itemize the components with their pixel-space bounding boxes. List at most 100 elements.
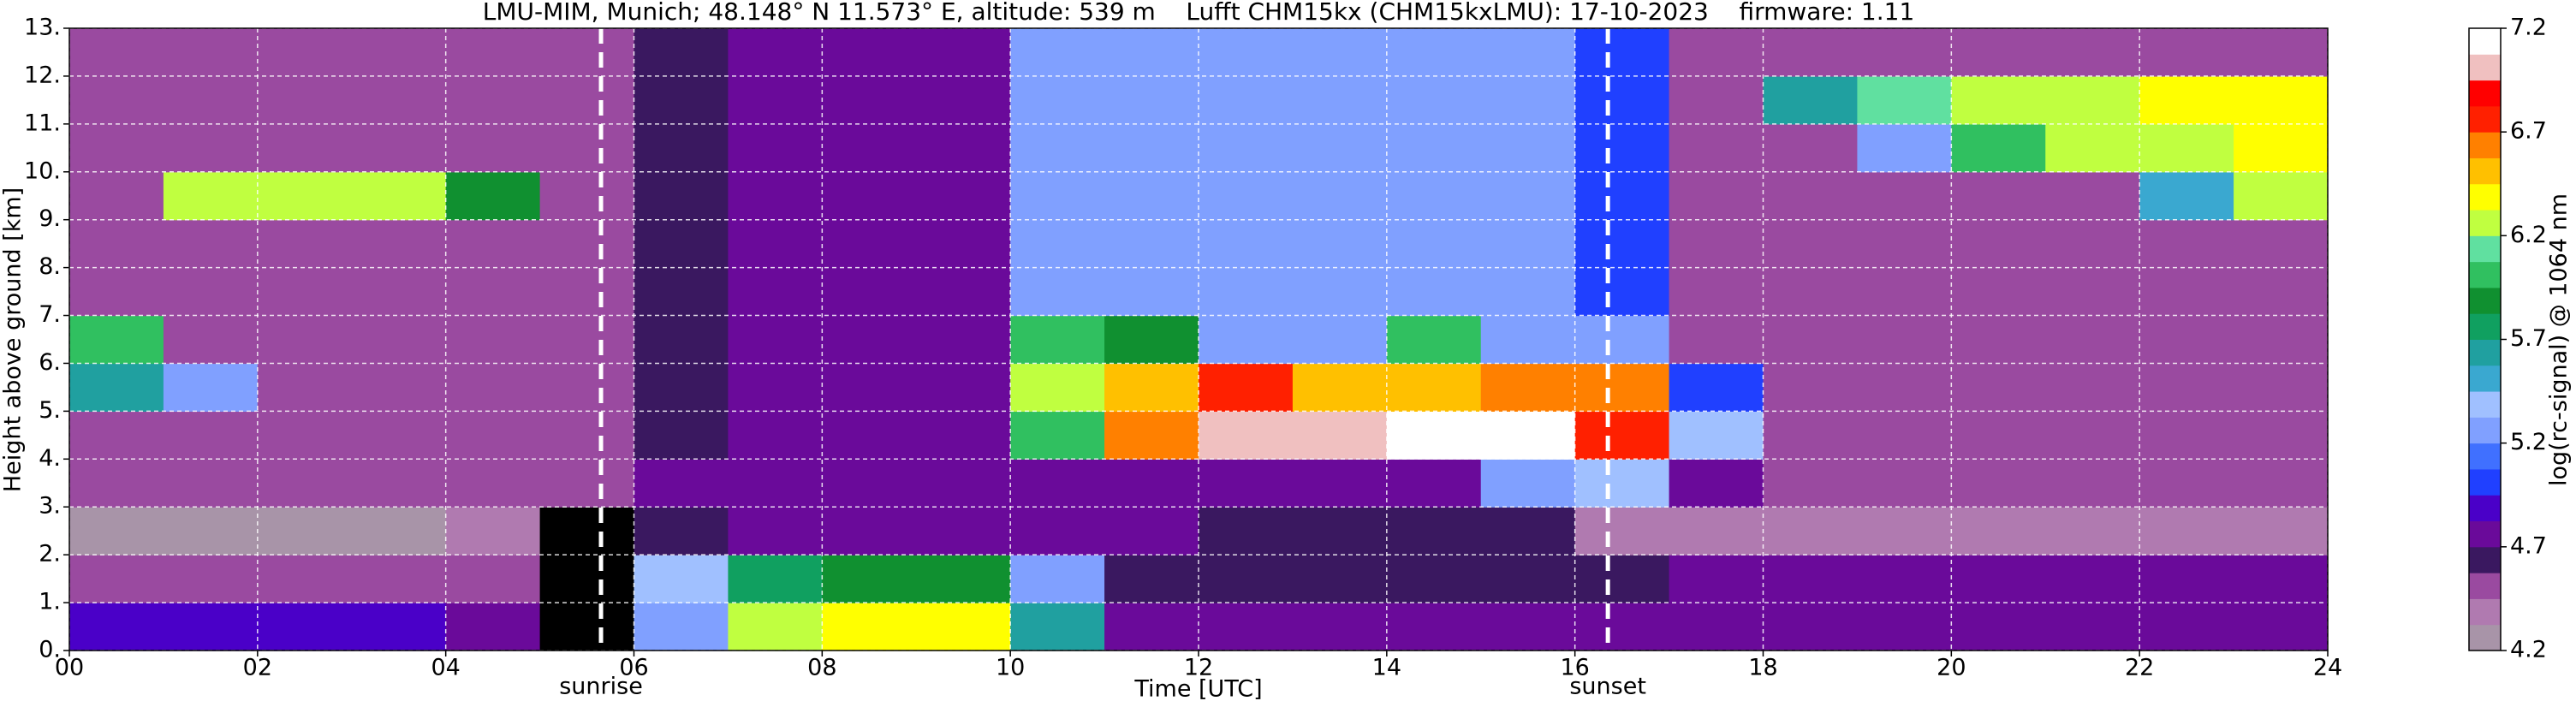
heatmap-cell <box>1951 75 2046 125</box>
heatmap-cell <box>1574 555 1670 603</box>
x-axis-label: Time [UTC] <box>1133 676 1262 703</box>
heatmap-cell <box>728 171 823 221</box>
heatmap-cell <box>163 171 259 221</box>
heatmap-cell <box>539 459 635 508</box>
heatmap-cell <box>1292 363 1388 412</box>
heatmap-cell <box>1951 219 2046 269</box>
heatmap-cell <box>916 555 1011 603</box>
heatmap-cell <box>539 507 635 556</box>
heatmap-cell <box>69 123 164 173</box>
heatmap-cell <box>916 171 1011 221</box>
heatmap-cell <box>1292 75 1388 125</box>
heatmap-cell <box>351 267 447 317</box>
heatmap-cell <box>1951 507 2046 556</box>
colorbar-tick-label: 5.2 <box>2510 429 2547 455</box>
y-tick-label: 13. <box>24 15 61 41</box>
heatmap-cell <box>1104 123 1199 173</box>
heatmap-cell <box>539 171 635 221</box>
heatmap-cell <box>1199 507 1294 556</box>
colorbar-tick-label: 7.2 <box>2510 15 2547 41</box>
colorbar-swatch <box>2469 54 2501 81</box>
heatmap-cell <box>2139 28 2234 77</box>
heatmap-cell <box>728 267 823 317</box>
y-tick-label: 0. <box>39 637 61 663</box>
heatmap-cell <box>634 219 729 269</box>
heatmap-cell <box>2045 123 2140 173</box>
heatmap-cell <box>1386 411 1482 460</box>
colorbar-swatch <box>2469 468 2501 496</box>
heatmap-cell <box>916 603 1011 651</box>
heatmap-cell <box>1669 507 1764 556</box>
heatmap-cell <box>2045 171 2140 221</box>
chart-title: LMU-MIM, Munich; 48.148° N 11.573° E, al… <box>483 0 1915 26</box>
heatmap-cell <box>1199 267 1294 317</box>
heatmap-cell <box>1574 28 1670 77</box>
heatmap-cell <box>445 315 541 365</box>
heatmap-cell <box>1480 603 1576 651</box>
heatmap-cell <box>1010 315 1105 365</box>
heatmap-cell <box>351 459 447 508</box>
heatmap-cell <box>1480 267 1576 317</box>
heatmap-cell <box>2234 603 2329 651</box>
heatmap-cell <box>2045 603 2140 651</box>
heatmap-cell <box>2139 411 2234 460</box>
heatmap-cell <box>1574 459 1670 508</box>
heatmap-cell <box>1292 603 1388 651</box>
heatmap-cell <box>1104 75 1199 125</box>
heatmap-cell <box>634 28 729 77</box>
heatmap-cell <box>728 363 823 412</box>
x-tick-label: 20 <box>1936 655 1966 681</box>
heatmap-cell <box>1480 123 1576 173</box>
heatmap-cell <box>539 315 635 365</box>
colorbar-tick-label: 6.2 <box>2510 222 2547 248</box>
heatmap-cell <box>445 363 541 412</box>
heatmap-cell <box>1480 171 1576 221</box>
heatmap-cell <box>1763 171 1859 221</box>
heatmap-cell <box>1857 123 1952 173</box>
y-axis-label: Height above ground [km] <box>0 187 27 492</box>
heatmap-cell <box>163 363 259 412</box>
heatmap-cell <box>728 123 823 173</box>
colorbar-swatch <box>2469 546 2501 573</box>
heatmap-cell <box>1386 75 1482 125</box>
colorbar-tick-label: 6.7 <box>2510 118 2547 145</box>
heatmap-cell <box>634 75 729 125</box>
heatmap-cell <box>351 555 447 603</box>
heatmap-cell <box>1010 555 1105 603</box>
heatmap-cell <box>539 219 635 269</box>
heatmap-cell <box>1386 123 1482 173</box>
heatmap-cell <box>1104 28 1199 77</box>
heatmap-cell <box>1480 363 1576 412</box>
heatmap-cell <box>163 459 259 508</box>
heatmap-cell <box>539 123 635 173</box>
heatmap-cell <box>1763 363 1859 412</box>
heatmap-cell <box>2045 459 2140 508</box>
heatmap-cell <box>539 267 635 317</box>
heatmap-cell <box>69 28 164 77</box>
heatmap-cell <box>1574 219 1670 269</box>
heatmap-cell <box>1480 555 1576 603</box>
colorbar-swatch <box>2469 598 2501 626</box>
heatmap-cell <box>728 507 823 556</box>
heatmap-cell <box>916 267 1011 317</box>
heatmap-cell <box>1763 315 1859 365</box>
heatmap-cell <box>257 555 353 603</box>
heatmap-cell <box>257 459 353 508</box>
heatmap-cell <box>2234 75 2329 125</box>
heatmap-cell <box>1857 459 1952 508</box>
heatmap-cell <box>1292 459 1388 508</box>
heatmap-cell <box>69 219 164 269</box>
heatmap-cell <box>1951 315 2046 365</box>
heatmap-cell <box>2234 123 2329 173</box>
heatmap-cell <box>539 603 635 651</box>
heatmap-cell <box>1010 219 1105 269</box>
heatmap-cell <box>728 411 823 460</box>
heatmap-cell <box>445 75 541 125</box>
heatmap-cell <box>728 555 823 603</box>
heatmap-cell <box>1857 267 1952 317</box>
heatmap-cell <box>2234 315 2329 365</box>
heatmap-cell <box>2234 411 2329 460</box>
heatmap-cell <box>1763 219 1859 269</box>
heatmap-cell <box>1386 603 1482 651</box>
